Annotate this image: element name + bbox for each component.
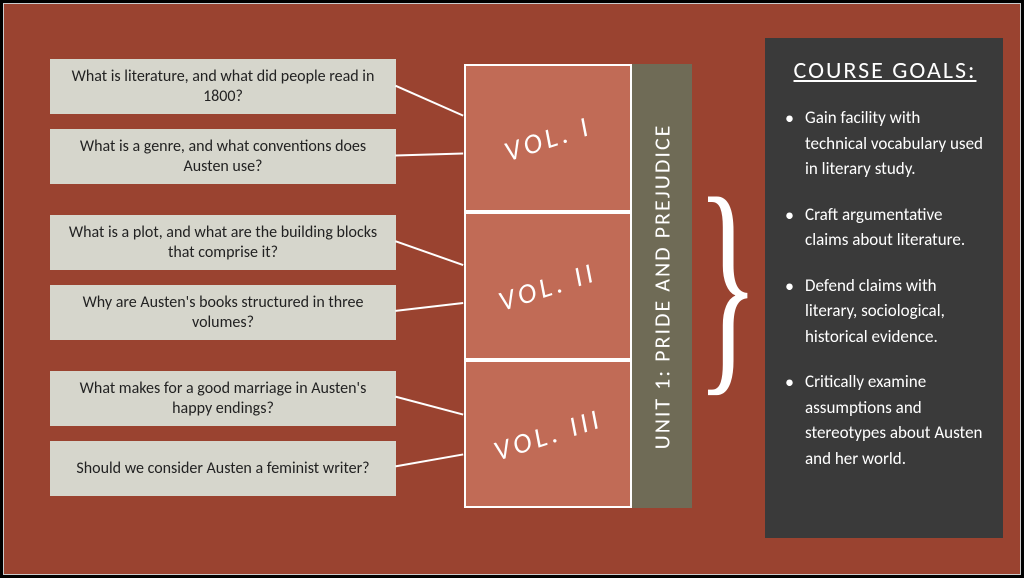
volume-block-3: VOL. III	[464, 360, 632, 508]
question-feminist: Should we consider Austen a feminist wri…	[50, 441, 396, 496]
question-marriage: What makes for a good marriage in Austen…	[50, 371, 396, 426]
course-goal-item: Gain facility with technical vocabulary …	[785, 105, 985, 182]
course-goal-item: Craft argumentative claims about literat…	[785, 202, 985, 253]
volume-label: VOL. III	[489, 400, 606, 468]
course-goals-title: COURSE GOALS:	[785, 56, 985, 85]
course-goal-item: Critically examine assumptions and stere…	[785, 369, 985, 471]
course-goals-panel: COURSE GOALS: Gain facility with technic…	[765, 38, 1003, 538]
question-genre: What is a genre, and what conventions do…	[50, 129, 396, 184]
question-text: What is a plot, and what are the buildin…	[60, 223, 386, 263]
slide-canvas: What is literature, and what did people …	[3, 3, 1021, 575]
question-plot: What is a plot, and what are the buildin…	[50, 215, 396, 270]
volume-block-1: VOL. I	[464, 64, 632, 212]
volume-label: VOL. II	[495, 254, 602, 319]
question-text: Why are Austen's books structured in thr…	[60, 293, 386, 333]
course-goals-list: Gain facility with technical vocabulary …	[785, 105, 985, 471]
question-text: What is literature, and what did people …	[60, 67, 386, 107]
volume-block-2: VOL. II	[464, 212, 632, 360]
question-volumes: Why are Austen's books structured in thr…	[50, 285, 396, 340]
course-goal-item: Defend claims with literary, sociologica…	[785, 273, 985, 350]
unit-label: UNIT 1: PRIDE AND PREJUDICE	[649, 123, 676, 449]
question-literature: What is literature, and what did people …	[50, 59, 396, 114]
brace-icon: }	[696, 180, 759, 384]
question-text: What makes for a good marriage in Austen…	[60, 379, 386, 419]
question-text: Should we consider Austen a feminist wri…	[76, 459, 369, 479]
unit-bar: UNIT 1: PRIDE AND PREJUDICE	[632, 64, 692, 508]
volume-label: VOL. I	[500, 107, 596, 168]
question-text: What is a genre, and what conventions do…	[60, 137, 386, 177]
